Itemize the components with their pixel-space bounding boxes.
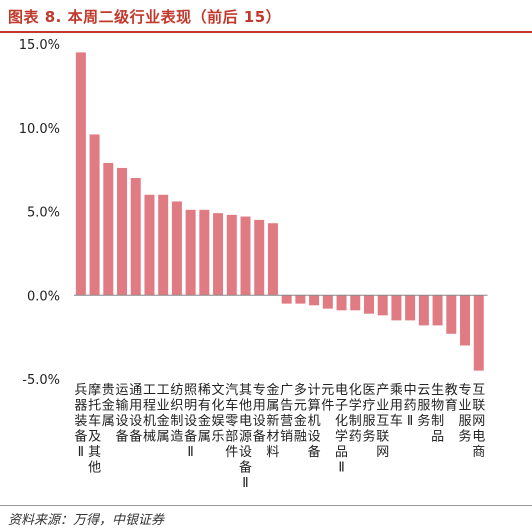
bar-series bbox=[75, 52, 484, 371]
x-category-label: 专用设备 bbox=[253, 383, 266, 445]
bar bbox=[363, 295, 374, 314]
bar bbox=[267, 223, 278, 296]
bar bbox=[213, 213, 224, 296]
bar bbox=[295, 295, 306, 304]
x-category-label: 通用设备 bbox=[129, 383, 142, 445]
x-category-label: 贵金属 bbox=[102, 383, 115, 429]
bar bbox=[226, 214, 237, 296]
bar bbox=[75, 52, 86, 296]
bar-chart: 15.0% 10.0% 5.0% 0.0% -5.0% 兵器装备 Ⅱ摩托车及其他贵金属运输… bbox=[19, 38, 488, 491]
x-category-label: 教育 bbox=[445, 382, 458, 414]
x-category-label: 其他电源设备 Ⅱ bbox=[239, 383, 252, 491]
x-category-label: 文化娱乐 bbox=[212, 383, 225, 445]
bar bbox=[405, 295, 416, 321]
x-category-label: 元件 bbox=[321, 383, 334, 414]
bar bbox=[171, 201, 182, 296]
x-category-label: 纺织制造 bbox=[170, 383, 183, 445]
bar bbox=[446, 295, 457, 334]
bar bbox=[473, 295, 484, 371]
x-category-label: 医疗服务 bbox=[362, 383, 375, 445]
bar bbox=[460, 295, 471, 346]
x-category-label: 化学制药 bbox=[349, 383, 362, 445]
bar bbox=[185, 209, 196, 296]
x-category-label: 电子化学品 Ⅱ bbox=[335, 383, 348, 476]
x-category-label: 金属新材料 bbox=[266, 382, 279, 460]
y-tick-label: 5.0% bbox=[27, 206, 60, 221]
source-note: 资料来源：万得，中银证券 bbox=[8, 513, 165, 528]
y-tick-label: 15.0% bbox=[19, 38, 60, 53]
bar bbox=[117, 167, 128, 296]
bar bbox=[254, 219, 265, 296]
x-category-label: 运输设备 bbox=[116, 383, 129, 445]
bar bbox=[391, 295, 402, 321]
bar bbox=[309, 295, 320, 306]
x-category-label: 兵器装备 Ⅱ bbox=[74, 383, 87, 460]
x-category-label: 专业服务 bbox=[459, 383, 472, 445]
bar bbox=[281, 295, 292, 304]
x-category-label: 生物制品 bbox=[431, 383, 444, 445]
bar bbox=[336, 295, 347, 311]
x-category-label: 中药 Ⅱ bbox=[404, 383, 417, 429]
bar bbox=[103, 162, 114, 296]
bar bbox=[144, 194, 155, 296]
y-tick-label: -5.0% bbox=[22, 373, 60, 388]
x-category-label: 互联网电商 bbox=[472, 383, 485, 460]
x-category-label: 产业互联网 bbox=[376, 383, 389, 460]
x-category-label: 汽车零部件 bbox=[225, 383, 238, 460]
page-title: 图表 8. 本周二级行业表现（前后 15） bbox=[8, 8, 282, 26]
bar bbox=[89, 134, 100, 296]
bar bbox=[350, 295, 361, 311]
bar bbox=[158, 194, 169, 296]
x-category-label: 工程机械 bbox=[143, 383, 156, 445]
source-rule bbox=[0, 505, 532, 506]
x-category-label: 多元金融 bbox=[294, 382, 307, 445]
x-category-label: 照明设备 Ⅱ bbox=[184, 383, 197, 460]
y-tick-label: 10.0% bbox=[19, 122, 60, 137]
x-category-label: 摩托车及其他 bbox=[88, 382, 101, 476]
x-category-label: 稀有金属 bbox=[198, 383, 211, 445]
y-axis: 15.0% 10.0% 5.0% 0.0% -5.0% bbox=[19, 38, 60, 388]
bar bbox=[377, 295, 388, 316]
x-category-label: 工业金属 bbox=[157, 383, 170, 445]
x-category-label: 广告营销 bbox=[280, 383, 293, 445]
bar bbox=[199, 209, 210, 296]
x-category-label: 云服务 bbox=[417, 383, 430, 429]
x-category-label: 计算机设备 bbox=[308, 383, 321, 460]
bar bbox=[418, 295, 429, 326]
y-tick-label: 0.0% bbox=[27, 289, 60, 304]
title-rule bbox=[0, 31, 532, 33]
bar bbox=[432, 295, 443, 326]
bar bbox=[322, 295, 333, 309]
bar bbox=[130, 178, 141, 296]
x-category-label: 乘用车 bbox=[390, 383, 403, 429]
bar bbox=[240, 216, 251, 296]
